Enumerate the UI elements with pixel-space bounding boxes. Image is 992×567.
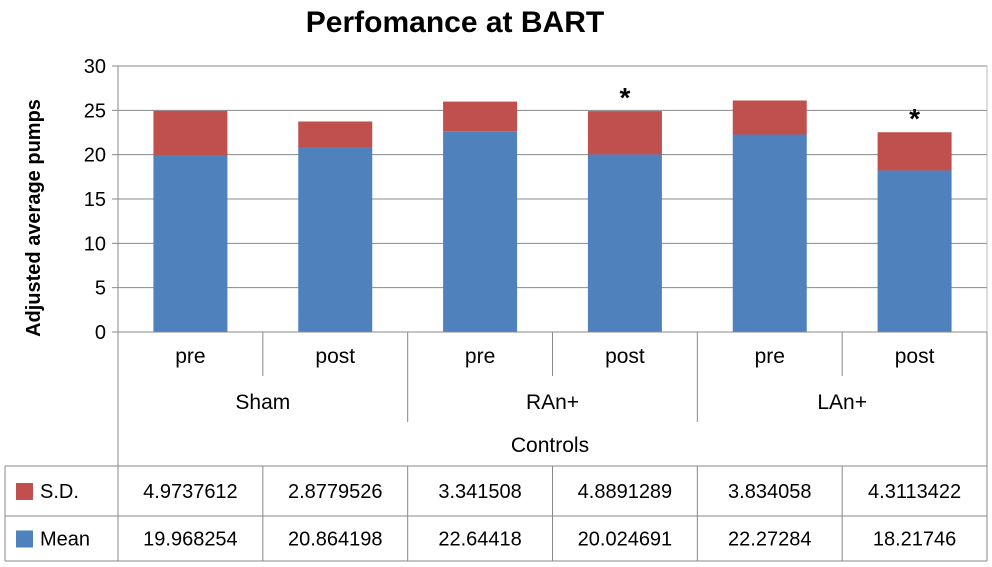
table-cell: 18.21746 [873, 529, 956, 551]
table-cell: 4.9737612 [143, 481, 238, 503]
group-label: RAn+ [526, 391, 579, 414]
bar-mean [443, 131, 518, 332]
table-cell: 4.8891289 [578, 481, 673, 503]
category-label: pre [465, 345, 495, 368]
group-label: Sham [235, 391, 290, 414]
table-cell: 22.27284 [728, 529, 811, 551]
table-cell: 22.64418 [438, 529, 521, 551]
legend-swatch [16, 530, 33, 548]
table-cell: 20.864198 [288, 529, 383, 551]
y-tick-label: 10 [84, 233, 106, 255]
bar-mean [732, 134, 807, 332]
bar-mean [298, 147, 373, 332]
category-label: pre [755, 345, 785, 368]
category-label: post [895, 345, 935, 368]
legend-label: S.D. [40, 481, 79, 503]
y-axis-label: Adjusted average pumps [23, 99, 45, 337]
category-label: post [315, 345, 355, 368]
bar-sd [443, 101, 518, 132]
data-table: S.D. 4.9737612 2.8779526 3.341508 4.8891289 3… [4, 465, 988, 562]
y-tick-label: 15 [84, 189, 106, 211]
legend-label: Mean [40, 529, 90, 551]
table-cell: 19.968254 [143, 529, 238, 551]
significance-star: * [909, 103, 920, 134]
table-cell: 2.8779526 [288, 481, 383, 503]
y-tick-label: 25 [84, 100, 106, 122]
x-axis-label: Controls [511, 434, 589, 457]
group-label: LAn+ [817, 391, 867, 414]
gridlines [118, 65, 987, 289]
y-ticks: 0 5 10 15 20 25 30 [84, 56, 118, 344]
bar-mean [587, 154, 662, 332]
bar-sd [877, 132, 952, 171]
category-label: pre [175, 345, 205, 368]
bar-sd [732, 100, 807, 135]
category-axis: pre post pre post pre post Sham RAn+ LAn+ [117, 332, 988, 466]
table-cell: 3.341508 [438, 481, 521, 503]
table-cell: 3.834058 [728, 481, 811, 503]
legend-swatch [16, 483, 33, 500]
category-label: post [605, 345, 645, 368]
bar-mean [153, 154, 228, 332]
significance-star: * [619, 82, 630, 113]
chart-title: Perfomance at BART [306, 6, 604, 39]
bar-sd [153, 110, 228, 155]
y-tick-label: 30 [84, 56, 106, 78]
y-tick-label: 5 [95, 278, 106, 300]
bar-mean [877, 170, 952, 332]
y-tick-label: 0 [95, 322, 106, 344]
table-cell: 4.3113422 [868, 481, 961, 503]
annotations: ** [619, 82, 920, 134]
bar-sd [587, 111, 662, 155]
table-cell: 20.024691 [578, 529, 673, 551]
bar-sd [298, 121, 373, 148]
bars [153, 100, 952, 332]
y-tick-label: 20 [84, 145, 106, 167]
